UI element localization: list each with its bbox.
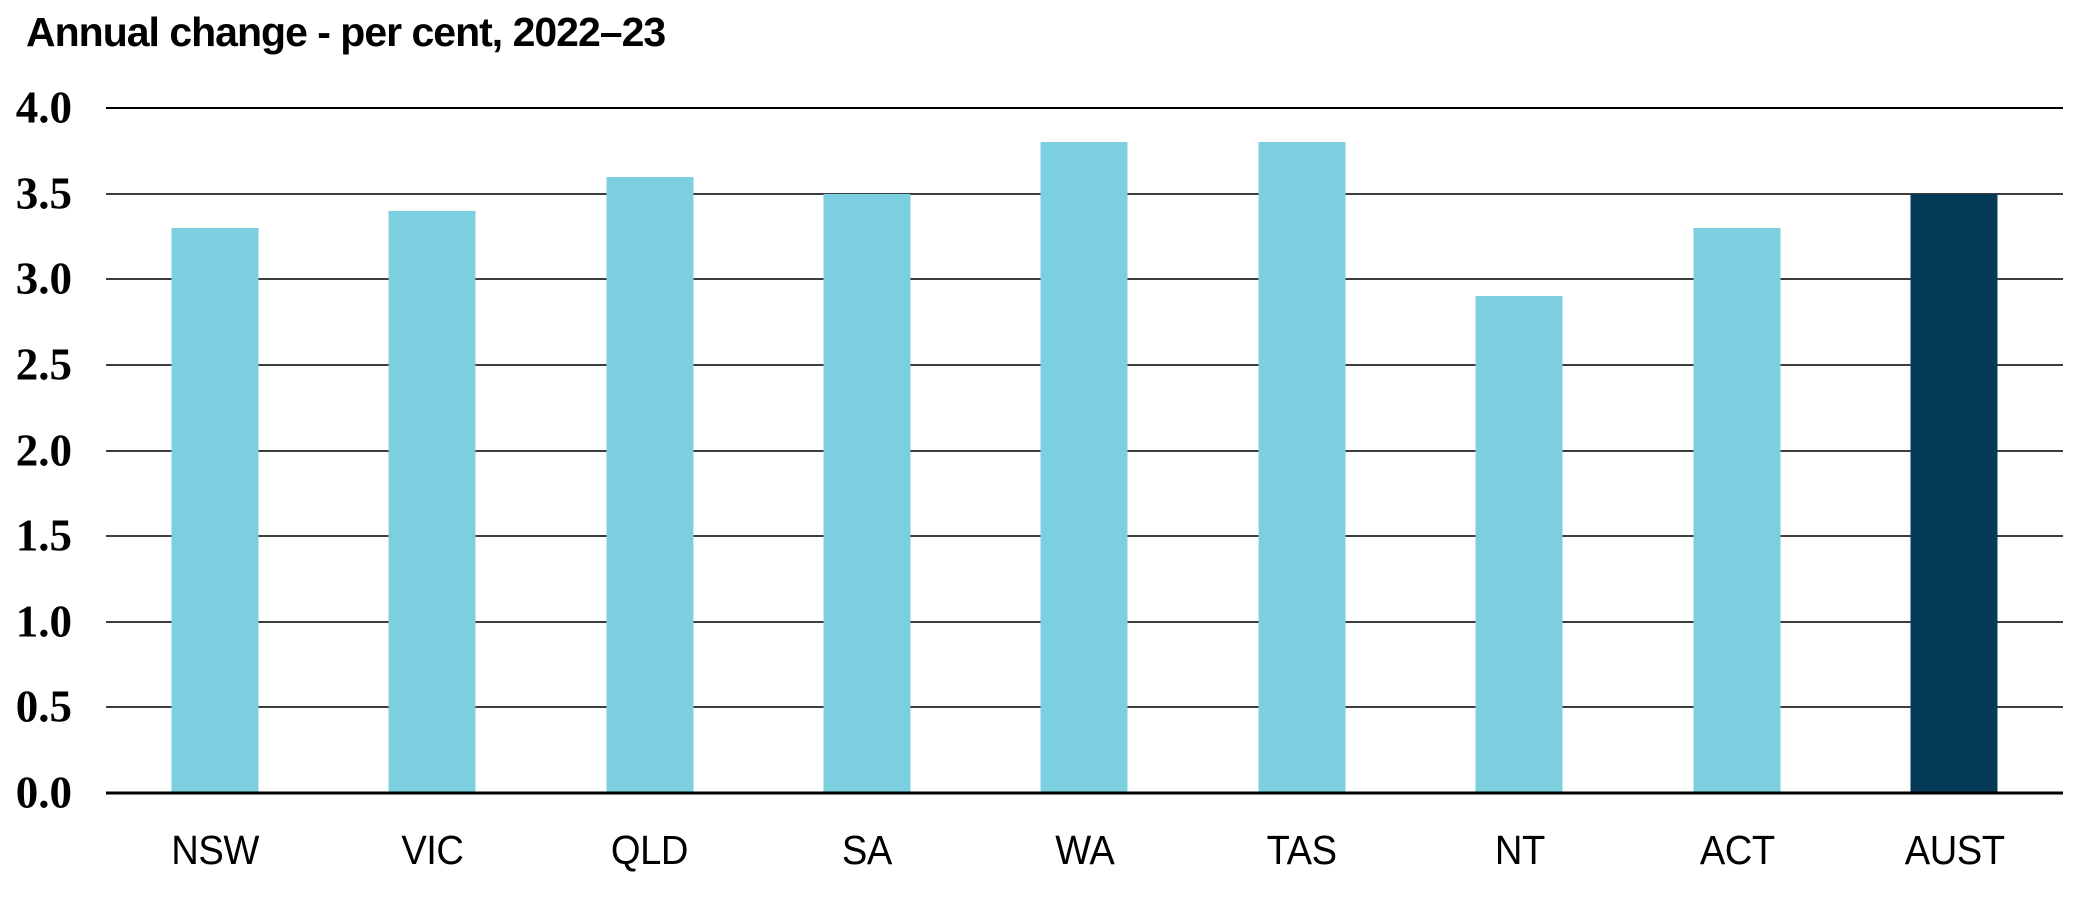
y-tick-label-2.5: 2.5 (15, 339, 72, 390)
band-ACT (1628, 108, 1845, 793)
band-AUST (1846, 108, 2063, 793)
band-SA (758, 108, 975, 793)
x-tick-label-AUST: AUST (1904, 827, 2005, 873)
y-tick-label-2.0: 2.0 (15, 425, 72, 475)
y-tick-label-1.5: 1.5 (15, 510, 72, 561)
x-tick-label-NSW: NSW (170, 827, 259, 873)
y-tick-label-3.5: 3.5 (15, 168, 72, 219)
bar-ACT (1693, 227, 1781, 793)
band-NT (1411, 108, 1628, 793)
chart-title: Annual change - per cent, 2022–23 (26, 9, 666, 55)
band-VIC (323, 108, 540, 793)
y-tick-label-0.5: 0.5 (15, 681, 72, 732)
y-tick-label-0.0: 0.0 (15, 767, 72, 818)
bar-QLD (606, 176, 694, 793)
bar-SA (823, 193, 911, 793)
bar-WA (1040, 142, 1128, 793)
y-tick-label-3.0: 3.0 (15, 253, 72, 304)
bar-series (106, 108, 2063, 793)
x-tick-label-SA: SA (842, 827, 892, 873)
x-axis: NSW VIC QLD SA WA TAS NT ACT AUST (106, 826, 2063, 874)
x-tick-label-ACT: ACT (1699, 827, 1775, 873)
bar-NSW (171, 227, 259, 793)
band-WA (976, 108, 1193, 793)
bar-VIC (388, 210, 476, 793)
x-tick-label-TAS: TAS (1266, 827, 1337, 873)
band-TAS (1193, 108, 1410, 793)
x-tick-label-WA: WA (1054, 827, 1115, 873)
band-QLD (541, 108, 758, 793)
y-tick-label-4.0: 4.0 (15, 82, 72, 133)
bar-AUST (1910, 193, 1998, 793)
plot-area (106, 107, 2063, 795)
x-tick-label-VIC: VIC (401, 827, 464, 873)
x-tick-label-NT: NT (1494, 827, 1545, 873)
y-tick-label-1.0: 1.0 (15, 596, 72, 647)
x-tick-label-QLD: QLD (611, 827, 689, 873)
band-NSW (106, 108, 323, 793)
bar-NT (1475, 296, 1563, 793)
gridline-4.0 (106, 107, 2063, 109)
gridline-0.0 (106, 791, 2063, 795)
y-axis: 4.0 3.5 3.0 2.5 2.0 1.5 1.0 0.5 0.0 (0, 85, 72, 815)
bar-TAS (1258, 142, 1346, 793)
